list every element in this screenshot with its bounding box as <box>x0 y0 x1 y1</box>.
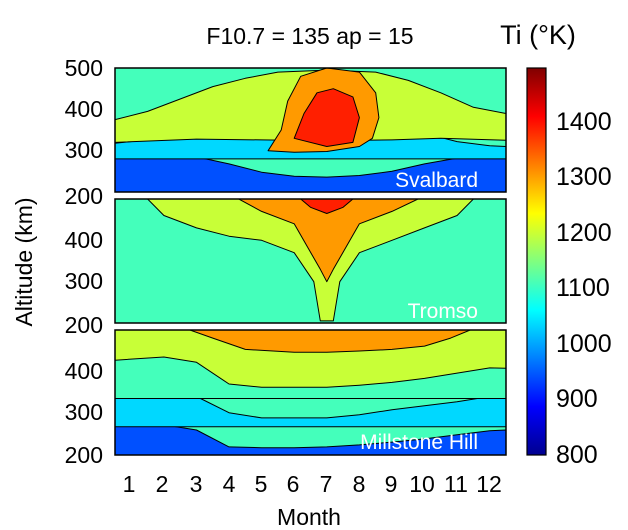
panel-frame <box>114 198 507 324</box>
x-tick-label: 9 <box>385 471 398 497</box>
colorbar-tick-label: 900 <box>556 385 598 413</box>
x-tick-label: 6 <box>287 471 300 497</box>
panel-frame <box>114 67 507 193</box>
contour-band <box>115 422 506 455</box>
y-ticks-svalbard: 500 400 300 200 <box>65 55 103 209</box>
colorbar-tick-label: 1000 <box>556 330 612 358</box>
chart-title: F10.7 = 135 ap = 15 <box>206 23 413 49</box>
x-tick-label: 3 <box>190 471 203 497</box>
x-ticks: 1 2 3 4 5 6 7 8 9 10 11 12 <box>123 471 502 497</box>
contour-band <box>238 199 419 283</box>
y-tick-label: 300 <box>65 137 103 163</box>
y-axis-label: Altitude (km) <box>11 197 37 326</box>
colorbar-tick-label: 1400 <box>556 108 612 136</box>
y-tick-label: 400 <box>65 96 103 122</box>
colorbar-tick-label: 1200 <box>556 219 612 247</box>
y-tick-label: 200 <box>65 183 103 209</box>
colorbar: 800 900 1000 1100 1200 1300 1400 <box>526 67 612 469</box>
contour-band <box>293 88 360 147</box>
panel-tromso: Tromso <box>114 198 507 324</box>
panel-svalbard: Svalbard <box>114 67 507 193</box>
x-tick-label: 8 <box>353 471 366 497</box>
contour-band <box>147 199 474 322</box>
colorbar-tick-label: 1300 <box>556 163 612 191</box>
x-tick-label: 1 <box>123 471 136 497</box>
panel-millstone-hill: Millstone Hill <box>114 329 507 456</box>
x-tick-label: 10 <box>409 471 435 497</box>
x-tick-label: 2 <box>156 471 169 497</box>
y-ticks-tromso: 400 300 200 <box>65 227 103 338</box>
x-tick-label: 7 <box>320 471 333 497</box>
colorbar-tick-label: 1100 <box>556 274 610 302</box>
x-tick-label: 11 <box>444 471 468 497</box>
x-tick-label: 5 <box>255 471 268 497</box>
y-tick-label: 500 <box>65 55 103 81</box>
y-tick-label: 200 <box>65 312 103 338</box>
y-ticks-millstone: 400 300 200 <box>65 358 103 468</box>
y-tick-label: 400 <box>65 358 103 384</box>
y-tick-label: 300 <box>65 399 103 425</box>
y-tick-label: 200 <box>65 442 103 468</box>
y-tick-label: 400 <box>65 227 103 253</box>
contour-band <box>189 330 471 353</box>
colorbar-gradient <box>526 67 547 456</box>
colorbar-tick-label: 800 <box>556 441 598 469</box>
station-label: Svalbard <box>395 169 478 192</box>
colorbar-label: Ti (°K) <box>500 20 576 50</box>
contour-band <box>300 199 354 214</box>
station-label: Millstone Hill <box>360 431 478 454</box>
station-label: Tromso <box>408 300 478 323</box>
y-tick-label: 300 <box>65 268 103 294</box>
panel-frame <box>114 329 507 456</box>
x-axis-label: Month <box>277 504 341 530</box>
x-tick-label: 12 <box>476 471 502 497</box>
x-tick-label: 4 <box>223 471 236 497</box>
